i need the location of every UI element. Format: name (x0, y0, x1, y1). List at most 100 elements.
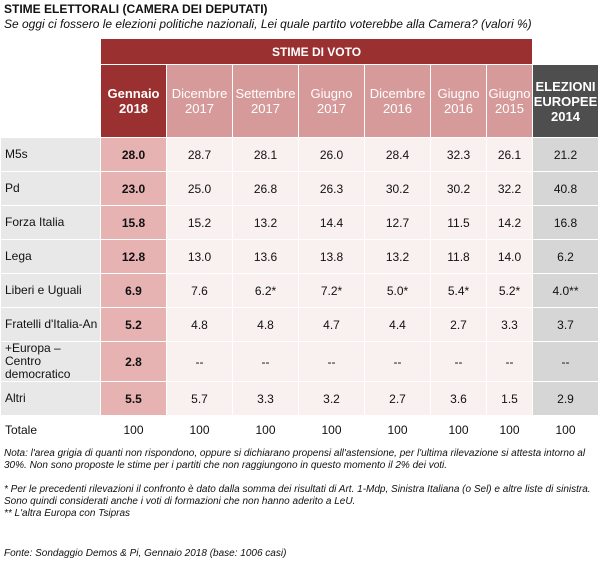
value-cell: -- (166, 341, 233, 382)
value-cell: 2.9 (532, 381, 599, 416)
column-header-euro-2014: ELEZIONI EUROPEE 2014 (532, 64, 599, 138)
value-cell: 30.2 (364, 171, 431, 206)
column-header-jun-2016: Giugno 2016 (430, 64, 487, 138)
value-cell: 26.1 (486, 137, 533, 172)
table-row: Forza Italia 15.8 15.2 13.2 14.4 12.7 11.5 14.2… (0, 205, 599, 240)
column-header-jun-2017: Giugno 2017 (298, 64, 365, 138)
value-cell: 14.4 (298, 205, 365, 240)
value-cell: 5.7 (166, 381, 233, 416)
value-cell: 26.8 (232, 171, 299, 206)
party-label: Liberi e Uguali (0, 273, 101, 308)
total-row: Totale 100 100 100 100 100 100 100 100 (0, 415, 599, 445)
value-cell: 16.8 (532, 205, 599, 240)
column-header-sep-2017: Settembre 2017 (232, 64, 299, 138)
value-cell: 6.9 (100, 273, 167, 308)
value-cell: -- (430, 341, 487, 382)
value-cell: 28.1 (232, 137, 299, 172)
value-cell: 5.5 (100, 381, 167, 416)
band-header: STIME DI VOTO (100, 38, 533, 65)
value-cell: 26.0 (298, 137, 365, 172)
table-row: M5s 28.0 28.7 28.1 26.0 28.4 32.3 26.1 21.2 (0, 137, 599, 172)
total-cell: 100 (166, 415, 233, 445)
value-cell: 21.2 (532, 137, 599, 172)
value-cell: 28.7 (166, 137, 233, 172)
value-cell: 3.6 (430, 381, 487, 416)
party-label: Forza Italia (0, 205, 101, 240)
party-label: M5s (0, 137, 101, 172)
value-cell: 40.8 (532, 171, 599, 206)
column-header-jun-2015: Giugno 2015 (486, 64, 533, 138)
note-grey-area: Nota: l'area grigia di quanti non rispon… (4, 448, 586, 471)
column-header-dec-2017: Dicembre 2017 (166, 64, 233, 138)
value-cell: 12.7 (364, 205, 431, 240)
value-cell: 4.7 (298, 307, 365, 342)
value-cell: 5.2 (100, 307, 167, 342)
value-cell: 2.7 (430, 307, 487, 342)
value-cell: 26.3 (298, 171, 365, 206)
value-cell: 30.2 (430, 171, 487, 206)
total-label: Totale (0, 415, 101, 445)
total-cell: 100 (486, 415, 533, 445)
party-label: Lega (0, 239, 101, 274)
value-cell: 2.8 (100, 341, 167, 382)
value-cell: 4.0** (532, 273, 599, 308)
total-cell: 100 (100, 415, 167, 445)
value-cell: 6.2 (532, 239, 599, 274)
value-cell: 13.2 (364, 239, 431, 274)
table-row: Liberi e Uguali 6.9 7.6 6.2* 7.2* 5.0* 5.4* 5.2… (0, 273, 599, 308)
total-cell: 100 (232, 415, 299, 445)
value-cell: 2.7 (364, 381, 431, 416)
value-cell: 25.0 (166, 171, 233, 206)
value-cell: 13.6 (232, 239, 299, 274)
table-row: +Europa – Centro democratico 2.8 -- -- -- -- -… (0, 341, 599, 382)
value-cell: 13.0 (166, 239, 233, 274)
column-header-dec-2016: Dicembre 2016 (364, 64, 431, 138)
party-label: Altri (0, 381, 101, 416)
value-cell: 3.7 (532, 307, 599, 342)
value-cell: 13.8 (298, 239, 365, 274)
value-cell: 6.2* (232, 273, 299, 308)
value-cell: 28.0 (100, 137, 167, 172)
table-row: Fratelli d'Italia-An 5.2 4.8 4.8 4.7 4.4 2.7 3.… (0, 307, 599, 342)
party-label: +Europa – Centro democratico (0, 341, 101, 382)
value-cell: 7.6 (166, 273, 233, 308)
table-subtitle: Se oggi ci fossero le elezioni politiche… (4, 17, 532, 31)
value-cell: 32.3 (430, 137, 487, 172)
value-cell: 15.8 (100, 205, 167, 240)
value-cell: 13.2 (232, 205, 299, 240)
value-cell: 4.4 (364, 307, 431, 342)
value-cell: 12.8 (100, 239, 167, 274)
value-cell: -- (364, 341, 431, 382)
value-cell: 1.5 (486, 381, 533, 416)
value-cell: 5.0* (364, 273, 431, 308)
value-cell: 3.2 (298, 381, 365, 416)
table-row: Pd 23.0 25.0 26.8 26.3 30.2 30.2 32.2 40.8 (0, 171, 599, 206)
value-cell: 23.0 (100, 171, 167, 206)
value-cell: 14.2 (486, 205, 533, 240)
value-cell: 4.8 (166, 307, 233, 342)
value-cell: 5.2* (486, 273, 533, 308)
value-cell: 32.2 (486, 171, 533, 206)
value-cell: 28.4 (364, 137, 431, 172)
total-cell: 100 (430, 415, 487, 445)
value-cell: -- (486, 341, 533, 382)
value-cell: 14.0 (486, 239, 533, 274)
value-cell: 11.8 (430, 239, 487, 274)
euro-spacer (532, 38, 599, 65)
total-cell: 100 (532, 415, 599, 445)
value-cell: 7.2* (298, 273, 365, 308)
column-header-jan-2018: Gennaio 2018 (100, 64, 167, 138)
value-cell: -- (298, 341, 365, 382)
party-label: Pd (0, 171, 101, 206)
table-row: Lega 12.8 13.0 13.6 13.8 13.2 11.8 14.0 6.2 (0, 239, 599, 274)
value-cell: 4.8 (232, 307, 299, 342)
table-row: Altri 5.5 5.7 3.3 3.2 2.7 3.6 1.5 2.9 (0, 381, 599, 416)
total-cell: 100 (364, 415, 431, 445)
source-line: Fonte: Sondaggio Demos & Pi, Gennaio 201… (4, 548, 287, 559)
party-label: Fratelli d'Italia-An (0, 307, 101, 342)
value-cell: 3.3 (486, 307, 533, 342)
note-single-asterisk: * Per le precedenti rilevazioni il confr… (4, 484, 591, 507)
value-cell: 3.3 (232, 381, 299, 416)
corner-cell-2 (0, 64, 101, 138)
value-cell: 11.5 (430, 205, 487, 240)
